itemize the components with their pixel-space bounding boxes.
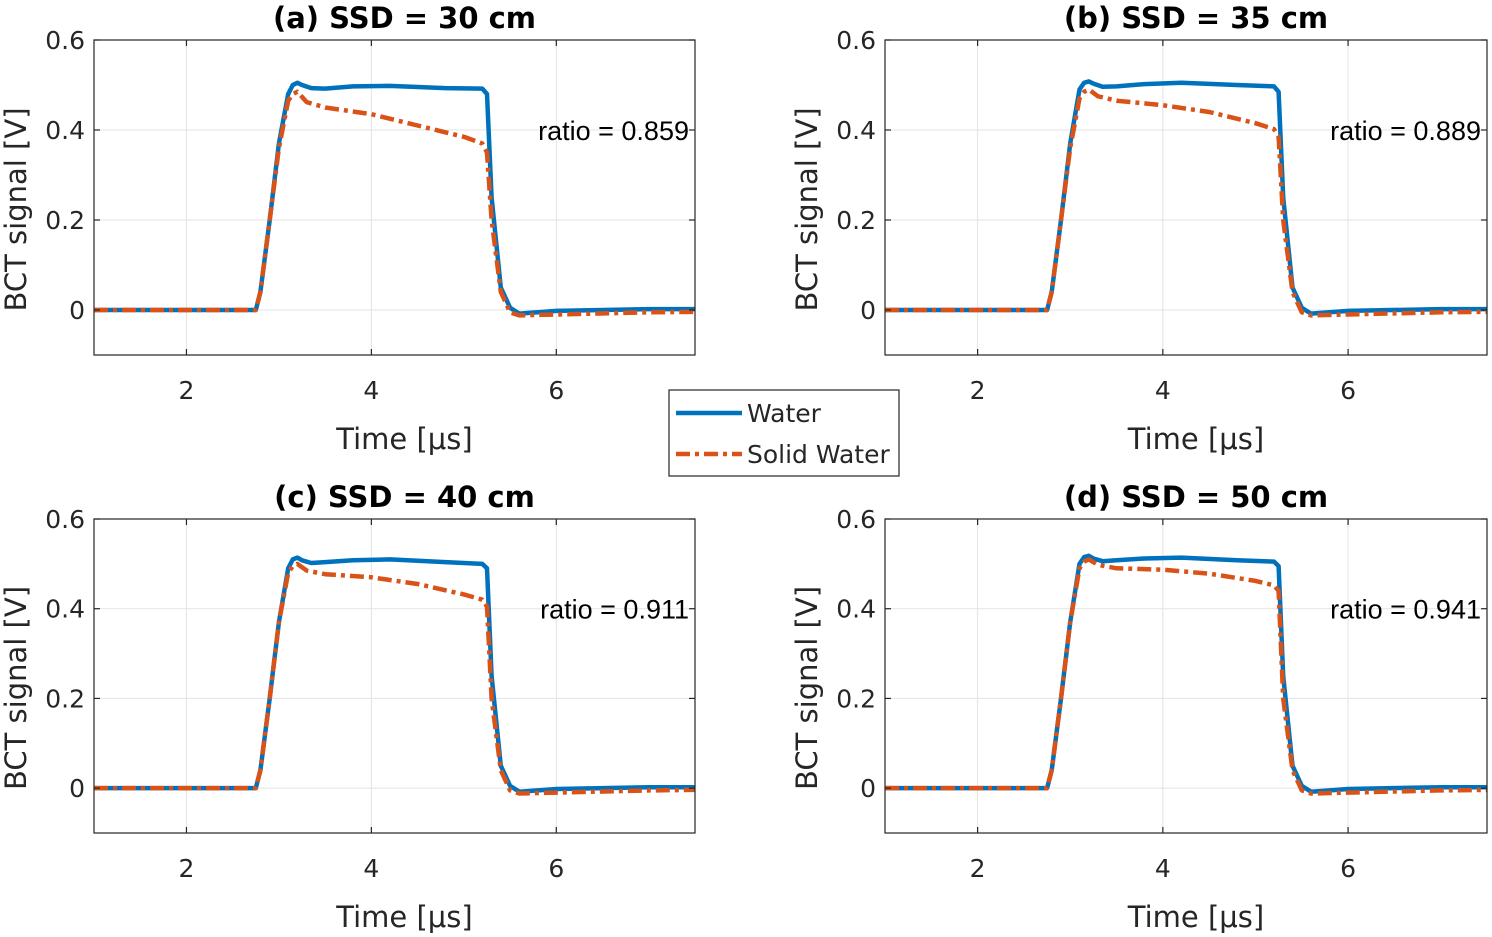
series-line-solid-water	[94, 89, 696, 318]
panel-a: 2 4 6 0 0.2 0.4 0.6 (a) SSD = 30 cm Time [μs] BCT…	[0, 1, 696, 456]
ratio-annotation: ratio = 0.941	[1330, 595, 1481, 625]
x-tick-label: 2	[179, 854, 195, 883]
y-axis-label: BCT signal [V]	[0, 107, 33, 311]
x-tick-label: 4	[1155, 376, 1171, 405]
panel-title: (a) SSD = 30 cm	[273, 1, 536, 35]
x-tick-label: 2	[179, 376, 195, 405]
panel-b: 2 4 6 0 0.2 0.4 0.6 (b) SSD = 35 cm Time [μs] BCT…	[790, 1, 1488, 456]
y-tick-label: 0.2	[45, 684, 85, 713]
legend-label-solid-water: Solid Water	[747, 440, 890, 469]
x-axis-label: Time [μs]	[335, 422, 472, 456]
series-line-solid-water	[885, 557, 1488, 796]
legend: Water Solid Water	[668, 389, 900, 477]
legend-box	[668, 389, 900, 477]
y-tick-label: 0.6	[45, 26, 85, 55]
y-tick-label: 0	[860, 774, 876, 803]
y-tick-label: 0.4	[45, 595, 85, 624]
plot-area	[94, 519, 695, 833]
series-line-solid-water	[885, 87, 1488, 318]
y-tick-label: 0	[69, 296, 85, 325]
axes-box	[884, 39, 1488, 356]
y-tick-label: 0.2	[836, 684, 876, 713]
x-tick-label: 6	[1340, 376, 1356, 405]
axes-box	[884, 518, 1488, 834]
panel-d: 2 4 6 0 0.2 0.4 0.6 (d) SSD = 50 cm Time [μs] BCT…	[790, 480, 1488, 934]
x-tick-label: 4	[1155, 854, 1171, 883]
y-axis-label: BCT signal [V]	[0, 586, 33, 790]
plot-area	[94, 40, 695, 355]
ratio-annotation: ratio = 0.889	[1330, 116, 1481, 146]
x-tick-label: 6	[1340, 854, 1356, 883]
y-tick-label: 0.4	[836, 116, 876, 145]
x-axis-label: Time [μs]	[335, 900, 472, 934]
y-tick-label: 0.6	[836, 26, 876, 55]
y-axis-label: BCT signal [V]	[790, 107, 824, 311]
y-axis-label: BCT signal [V]	[790, 586, 824, 790]
y-tick-label: 0	[860, 296, 876, 325]
panel-c: 2 4 6 0 0.2 0.4 0.6 (c) SSD = 40 cm Time [μs] BCT…	[0, 480, 696, 934]
axes-box	[93, 518, 696, 834]
y-tick-label: 0.6	[45, 505, 85, 534]
legend-label-water: Water	[747, 399, 822, 428]
y-tick-label: 0	[69, 774, 85, 803]
x-axis-label: Time [μs]	[1127, 422, 1264, 456]
series-line-water	[94, 555, 695, 794]
y-tick-label: 0.2	[45, 206, 85, 235]
series-line-water	[885, 79, 1487, 316]
x-tick-label: 6	[548, 854, 564, 883]
x-tick-label: 2	[970, 376, 986, 405]
y-tick-label: 0.6	[836, 505, 876, 534]
series-line-water	[94, 80, 695, 316]
y-tick-label: 0.4	[836, 595, 876, 624]
x-tick-label: 2	[970, 854, 986, 883]
panel-title: (b) SSD = 35 cm	[1064, 1, 1328, 35]
x-tick-label: 4	[363, 376, 379, 405]
y-tick-label: 0.4	[45, 116, 85, 145]
y-tick-label: 0.2	[836, 206, 876, 235]
ratio-annotation: ratio = 0.859	[538, 116, 689, 146]
panel-title: (d) SSD = 50 cm	[1064, 480, 1328, 514]
x-tick-label: 4	[363, 854, 379, 883]
axes-box	[93, 39, 696, 356]
series-line-solid-water	[94, 561, 696, 796]
plot-area	[885, 40, 1487, 355]
series-line-water	[885, 553, 1487, 794]
x-tick-label: 6	[548, 376, 564, 405]
ratio-annotation: ratio = 0.911	[540, 595, 689, 625]
panel-title: (c) SSD = 40 cm	[274, 480, 535, 514]
x-axis-label: Time [μs]	[1127, 900, 1264, 934]
